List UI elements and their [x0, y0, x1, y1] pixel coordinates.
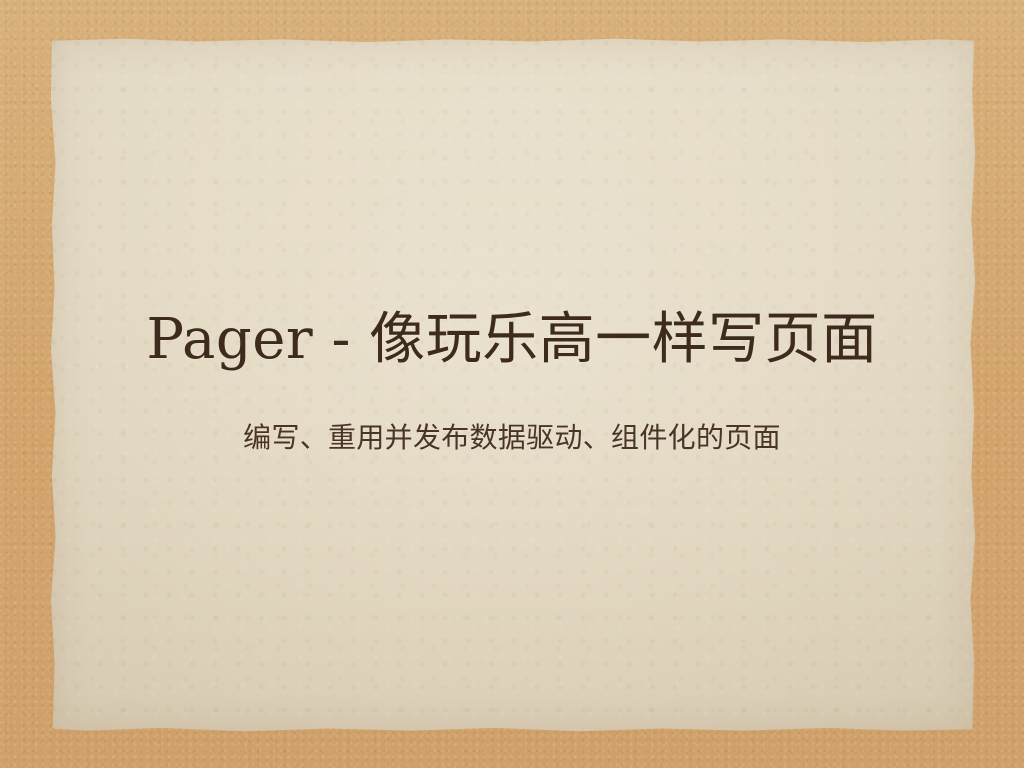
slide-title: Pager - 像玩乐高一样写页面 [146, 307, 878, 372]
paper-background [50, 38, 976, 732]
slide-subtitle: 编写、重用并发布数据驱动、组件化的页面 [243, 421, 781, 454]
